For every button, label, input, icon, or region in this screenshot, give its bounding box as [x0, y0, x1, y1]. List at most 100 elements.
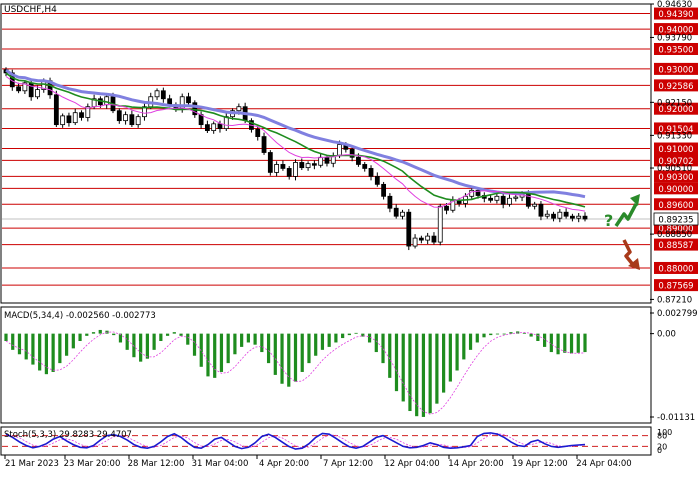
candle-body [387, 195, 393, 209]
current-price-label: 0.89235 [658, 215, 693, 225]
candle-body [374, 175, 380, 185]
up-arrow [614, 203, 638, 227]
candle-body [261, 136, 267, 153]
macd-bar [320, 333, 325, 350]
macd-bar [341, 333, 345, 339]
stoch-label: Stoch(5,3,3) 29.8283 29.4707 [4, 430, 132, 440]
macd-bar [448, 333, 452, 382]
price-level-box [654, 279, 698, 292]
candle-body [53, 94, 59, 126]
macd-bar [266, 333, 271, 364]
up-arrow-head [630, 194, 640, 206]
macd-signal-line [5, 331, 586, 415]
macd-bar [179, 333, 183, 336]
candle-body [475, 189, 481, 196]
candle-body [513, 196, 519, 199]
macd-label: MACD(5,34,4) -0.002560 -0.002773 [4, 311, 156, 321]
price-level-label: 0.94000 [658, 26, 693, 36]
candle-body [400, 211, 405, 217]
candle-body [255, 129, 261, 137]
stoch-axis-label: 0 [657, 446, 662, 455]
macd-bar [78, 333, 82, 342]
candle-body [280, 164, 286, 169]
price-level-box [654, 261, 698, 274]
macd-bar [98, 329, 102, 334]
candle-body [582, 215, 588, 220]
price-level-box [654, 182, 698, 195]
macd-bar [91, 332, 96, 334]
moving-average-line [5, 72, 586, 208]
price-level-label: 0.94390 [658, 10, 693, 20]
macd-bar [468, 333, 473, 350]
macd-bar [31, 333, 35, 365]
candle-body [192, 102, 198, 116]
macd-bar [58, 333, 62, 364]
macd-bar [455, 333, 459, 371]
candle-body [356, 156, 361, 165]
macd-histogram [4, 329, 587, 417]
candle-body [142, 106, 147, 118]
macd-bar [246, 333, 250, 343]
macd-bar [495, 333, 500, 335]
moving-average-line [5, 68, 586, 199]
candle-body [538, 203, 544, 217]
macd-bar [475, 333, 479, 343]
candle-body [557, 211, 563, 219]
macd-bar [260, 333, 264, 353]
candle-body [85, 106, 91, 118]
macd-bar [280, 333, 284, 384]
macd-bar [152, 333, 156, 350]
price-level-box [654, 122, 698, 135]
candle-body [418, 237, 424, 241]
candle-body [129, 114, 135, 126]
candle-body [79, 112, 84, 118]
macd-bar [583, 333, 587, 353]
macd-bar [482, 333, 486, 338]
price-level-label: 0.93000 [658, 65, 693, 75]
stoch-axis-label: 80 [657, 432, 667, 441]
price-level-box [654, 142, 698, 155]
axis-tick-label: 0.94630 [657, 0, 692, 10]
macd-bar [536, 333, 540, 342]
macd-bar [112, 333, 116, 336]
macd-bar [569, 333, 574, 354]
candle-body [406, 211, 412, 247]
macd-bar [415, 333, 419, 417]
macd-bar [64, 333, 69, 356]
macd-bar [374, 333, 378, 353]
price-level-box [654, 238, 698, 251]
price-level-box [654, 42, 698, 55]
candle-body [66, 115, 72, 124]
x-axis-label: 12 Apr 04:00 [384, 459, 439, 469]
macd-bar [273, 333, 277, 375]
price-level-label: 0.90300 [658, 173, 693, 183]
main-panel-frame [0, 3, 652, 304]
candle-body [444, 205, 449, 211]
macd-bar [347, 333, 351, 336]
candle-body [544, 213, 550, 217]
candle-body [286, 168, 292, 177]
macd-bar [17, 333, 22, 355]
x-axis-label: 31 Mar 04:00 [192, 459, 249, 469]
macd-bar [435, 333, 439, 404]
macd-bar [361, 333, 365, 337]
price-level-label: 0.90000 [658, 185, 693, 195]
candle-body [362, 164, 368, 169]
macd-bar [549, 333, 553, 353]
macd-bar [543, 333, 547, 347]
candle-body [236, 106, 242, 112]
price-level-box [654, 7, 698, 20]
macd-bar [293, 333, 298, 382]
x-axis-label: 28 Mar 12:00 [128, 459, 185, 469]
macd-bar [132, 333, 136, 358]
candle-body [324, 156, 330, 164]
macd-bar [300, 333, 304, 372]
macd-bar [233, 333, 237, 355]
macd-bar [206, 333, 210, 377]
macd-bar [354, 332, 358, 334]
down-arrow-head [628, 258, 640, 270]
macd-bar [367, 333, 372, 343]
macd-bar [51, 333, 55, 372]
candle-body [525, 193, 531, 207]
